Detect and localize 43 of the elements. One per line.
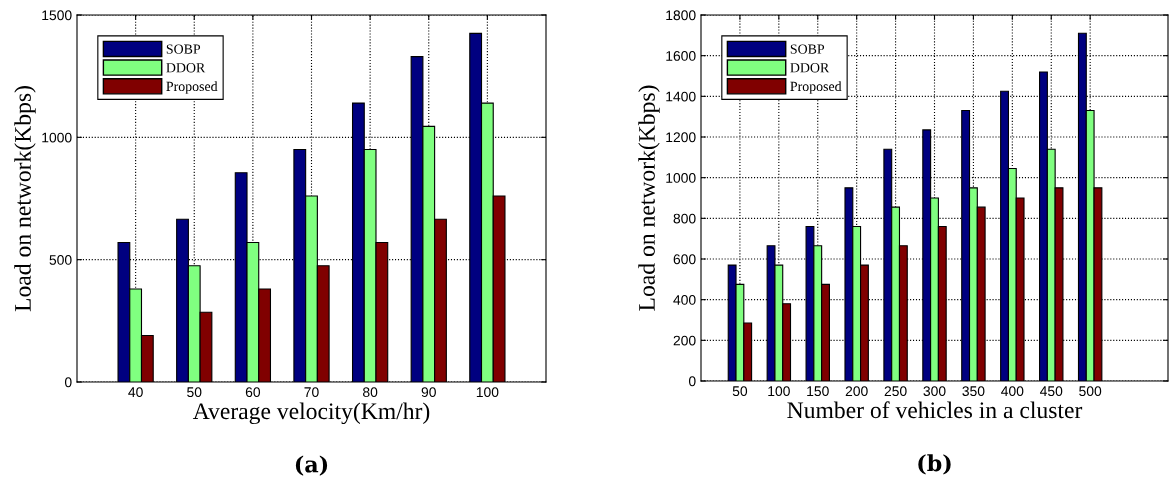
x-tick-label: 400 bbox=[1001, 386, 1024, 397]
y-tick-label: 400 bbox=[673, 295, 696, 305]
y-tick-label: 200 bbox=[673, 335, 696, 346]
legend-label: SOBP bbox=[790, 44, 825, 54]
x-tick-label: 70 bbox=[304, 387, 319, 398]
legend-label: SOBP bbox=[166, 44, 201, 54]
legend-label: Proposed bbox=[790, 81, 842, 94]
x-tick-label: 350 bbox=[962, 386, 985, 397]
y-tick-label: 1800 bbox=[666, 10, 696, 21]
x-tick-label: 300 bbox=[923, 386, 946, 397]
text: (b) bbox=[918, 454, 951, 475]
x-tick-label: 40 bbox=[128, 387, 143, 398]
y-tick-label: 1200 bbox=[666, 132, 696, 143]
x-tick-label: 100 bbox=[476, 387, 499, 398]
x-tick-label: 100 bbox=[768, 386, 790, 397]
x-tick-label: 50 bbox=[732, 386, 748, 397]
x-tick-label: 80 bbox=[363, 387, 378, 398]
x-tick-label: 50 bbox=[187, 387, 202, 398]
x-axis-title: Number of vehicles in a cluster bbox=[787, 401, 1083, 419]
x-tick-label: 250 bbox=[884, 386, 907, 397]
legend-label: Proposed bbox=[166, 81, 218, 94]
y-tick-label: 1600 bbox=[666, 51, 696, 61]
y-tick-label: 600 bbox=[673, 254, 696, 265]
x-axis-title: Average velocity(Km/hr) bbox=[192, 402, 430, 425]
y-tick-label: 1000 bbox=[666, 173, 696, 183]
y-tick-label: 1400 bbox=[666, 91, 696, 102]
y-tick-label: 500 bbox=[49, 255, 72, 265]
x-tick-label: 200 bbox=[845, 386, 868, 397]
legend-label: DDOR bbox=[166, 63, 206, 73]
y-tick-label: 800 bbox=[673, 213, 696, 224]
y-tick-label: 1500 bbox=[42, 10, 72, 21]
y-axis-title: Load on network(Kbps) bbox=[14, 86, 36, 312]
y-axis-title: Load on network(Kbps) bbox=[638, 85, 660, 311]
x-tick-label: 150 bbox=[807, 386, 829, 397]
x-tick-label: 60 bbox=[245, 387, 261, 398]
x-tick-label: 450 bbox=[1039, 386, 1063, 397]
y-tick-label: 0 bbox=[64, 377, 72, 388]
x-tick-label: 500 bbox=[1079, 386, 1102, 397]
x-tick-label: 90 bbox=[421, 387, 436, 398]
y-tick-label: 1000 bbox=[42, 132, 72, 143]
text: (a) bbox=[295, 455, 328, 476]
y-tick-label: 0 bbox=[688, 376, 696, 387]
legend-label: DDOR bbox=[790, 63, 830, 73]
